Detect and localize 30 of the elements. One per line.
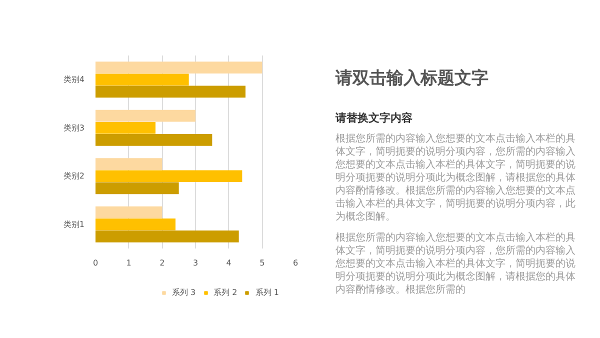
bar [96, 206, 162, 218]
text: 请双击输入标题文字 [334, 68, 488, 88]
bar [96, 122, 156, 134]
text: 根据您所需的内容输入您想要的文本点击输入本栏的具体文字，简明扼要的说明分项内容，您所需的内容输入您想要的文本点击输入本栏的具体文字，简明扼要的说明分项扼要的说明分项此为概念图解，请根据您的具体内容酌情修改。根据您所需的内容输入您想要的文本点击输入本栏的具体文字，简明扼要的说明分项内容，此为概念图解。 [334, 132, 576, 222]
y-tick-label: 类别4 [63, 75, 85, 84]
bar [96, 62, 262, 74]
x-tick-label: 3 [192, 258, 198, 268]
text: 根据您所需的内容输入您想要的文本点击输入本栏的具体文字，简明扼要的说明分项内容，您所需的内容输入您想要的文本点击输入本栏的具体文字，简明扼要的说明分项扼要的说明分项此为概念图解，请根据您的具体内容酌情修改。根据您所需的 [334, 232, 576, 296]
bar [96, 74, 189, 86]
bar [96, 134, 212, 146]
x-tick-label: 2 [160, 258, 165, 268]
text: 请替换文字内容 [334, 112, 412, 124]
x-tick-label: 0 [92, 258, 98, 268]
bar [96, 158, 162, 170]
x-tick-label: 6 [292, 258, 298, 268]
legend-label: 系列 2 [214, 287, 238, 298]
bar [96, 86, 246, 98]
bar [96, 230, 239, 242]
x-tick-label: 4 [226, 258, 232, 268]
bar [96, 182, 179, 194]
bar [96, 170, 242, 182]
legend-label: 系列 1 [255, 287, 279, 298]
x-tick-label: 5 [260, 258, 265, 268]
legend-label: 系列 3 [172, 287, 196, 298]
bar [96, 218, 176, 230]
x-tick-label: 1 [126, 258, 132, 268]
bar [96, 110, 196, 122]
y-tick-label: 类别1 [63, 220, 85, 229]
y-tick-label: 类别3 [63, 123, 85, 132]
y-tick-label: 类别2 [63, 172, 85, 181]
